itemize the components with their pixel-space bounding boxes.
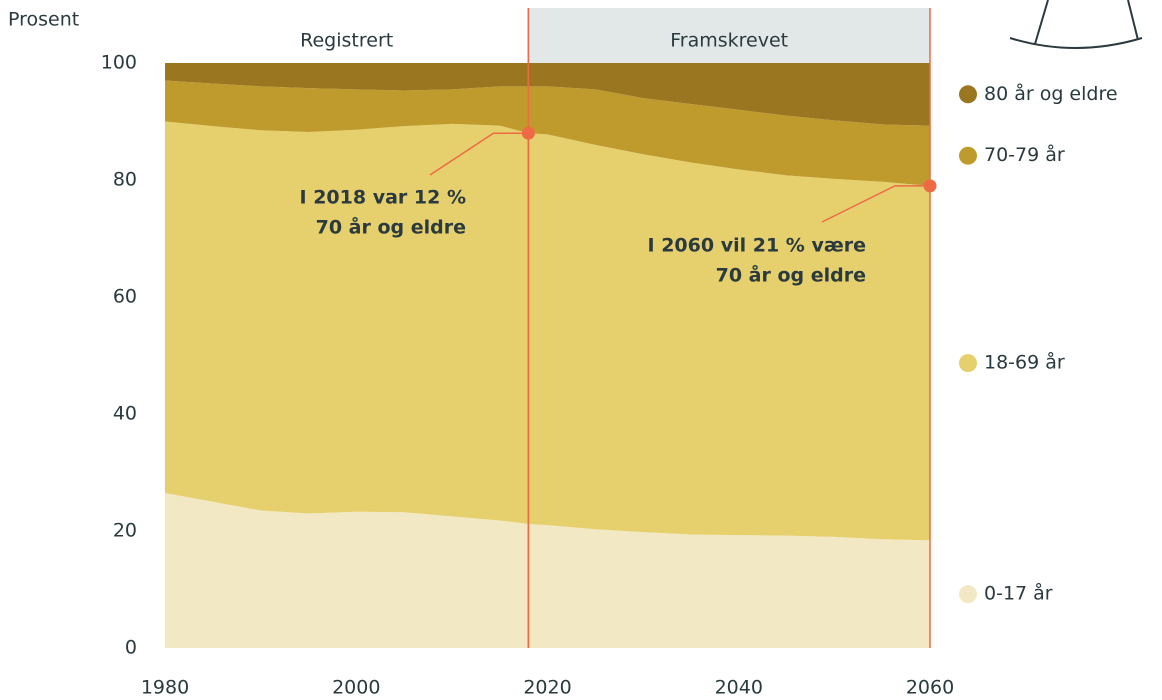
x-tick-label: 2040 <box>715 677 763 699</box>
y-tick-label: 0 <box>125 637 137 659</box>
annotation-point <box>521 126 535 140</box>
legend-label: 70-79 år <box>984 143 1065 166</box>
x-tick-label: 2060 <box>906 677 954 699</box>
y-axis-label: Prosent <box>8 9 79 31</box>
annotation-text: 70 år og eldre <box>716 263 866 287</box>
y-tick-label: 80 <box>113 169 137 191</box>
x-tick-label: 2020 <box>523 677 571 699</box>
legend-swatch <box>959 585 977 604</box>
annotation-leader <box>821 185 930 223</box>
legend-label: 80 år og eldre <box>984 82 1118 105</box>
region-band <box>528 8 930 63</box>
y-tick-label: 20 <box>113 520 137 542</box>
annotation-leader <box>429 132 529 176</box>
annotation-text: I 2060 vil 21 % være <box>648 235 866 257</box>
legend-label: 0-17 år <box>984 582 1053 605</box>
annotation-text: 70 år og eldre <box>316 215 466 239</box>
area <box>165 63 930 126</box>
region-label: Framskrevet <box>670 30 788 52</box>
legend-label: 18-69 år <box>984 351 1065 374</box>
area <box>165 80 930 186</box>
legend-swatch <box>959 85 977 104</box>
annotation-point <box>923 179 937 193</box>
x-tick-label: 1980 <box>141 677 189 699</box>
annotation-text: I 2018 var 12 % <box>300 187 466 209</box>
area <box>165 121 930 541</box>
legend-swatch <box>959 354 977 373</box>
legend-swatch <box>959 146 977 165</box>
region-label: Registrert <box>300 30 393 52</box>
y-tick-label: 40 <box>113 403 137 425</box>
area <box>165 492 930 648</box>
y-tick-label: 100 <box>101 52 137 74</box>
decor-icon <box>1009 0 1143 49</box>
x-tick-label: 2000 <box>332 677 380 699</box>
y-tick-label: 60 <box>113 286 137 308</box>
